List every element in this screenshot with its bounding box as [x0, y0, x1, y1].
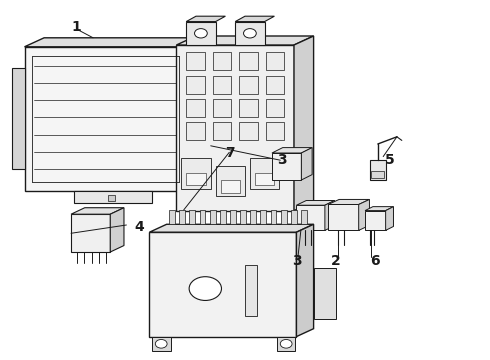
Bar — [210, 210, 216, 224]
Polygon shape — [110, 208, 124, 252]
Bar — [108, 195, 115, 201]
Bar — [291, 210, 297, 224]
Polygon shape — [325, 201, 335, 230]
Circle shape — [189, 277, 221, 301]
Polygon shape — [314, 268, 336, 319]
Bar — [250, 158, 279, 189]
Bar — [230, 210, 236, 224]
Polygon shape — [365, 207, 393, 211]
Polygon shape — [359, 199, 369, 230]
Polygon shape — [176, 36, 314, 45]
Polygon shape — [235, 16, 274, 22]
Circle shape — [195, 29, 207, 38]
Circle shape — [244, 29, 256, 38]
Polygon shape — [186, 38, 206, 191]
Polygon shape — [301, 148, 312, 180]
Bar — [186, 76, 205, 94]
Bar — [189, 210, 195, 224]
Bar — [371, 171, 384, 178]
Bar — [213, 99, 231, 117]
Polygon shape — [12, 68, 24, 169]
Bar — [266, 122, 284, 140]
Polygon shape — [71, 214, 110, 252]
Bar — [186, 99, 205, 117]
Text: 2: 2 — [331, 254, 341, 268]
Polygon shape — [296, 201, 335, 205]
Bar — [301, 210, 307, 224]
Polygon shape — [328, 199, 369, 204]
Bar — [220, 180, 240, 193]
Polygon shape — [294, 36, 314, 211]
Bar — [245, 265, 257, 316]
Text: 6: 6 — [370, 254, 380, 268]
Bar — [260, 210, 266, 224]
Polygon shape — [24, 38, 206, 47]
Polygon shape — [328, 204, 359, 230]
Circle shape — [155, 339, 167, 348]
Text: 4: 4 — [135, 220, 145, 234]
Polygon shape — [272, 153, 301, 180]
Bar — [250, 210, 256, 224]
Text: 1: 1 — [71, 20, 81, 34]
Bar — [213, 122, 231, 140]
Bar — [270, 210, 276, 224]
Bar — [181, 158, 211, 189]
Bar — [266, 99, 284, 117]
Polygon shape — [149, 232, 296, 337]
Bar — [239, 122, 258, 140]
Bar — [240, 210, 246, 224]
Bar — [199, 210, 205, 224]
Text: 5: 5 — [385, 153, 394, 167]
Bar — [179, 210, 185, 224]
Bar — [266, 76, 284, 94]
Polygon shape — [296, 224, 314, 337]
Bar — [186, 122, 205, 140]
Polygon shape — [186, 16, 225, 22]
Polygon shape — [74, 191, 152, 203]
Bar — [216, 166, 245, 196]
Polygon shape — [386, 207, 393, 230]
Text: 3: 3 — [292, 254, 301, 268]
Polygon shape — [152, 337, 171, 351]
Polygon shape — [272, 148, 312, 153]
Polygon shape — [296, 205, 325, 230]
Bar — [186, 173, 206, 185]
Bar — [370, 160, 386, 180]
Polygon shape — [186, 22, 216, 45]
Polygon shape — [365, 211, 386, 230]
Polygon shape — [71, 208, 124, 214]
Bar — [213, 52, 231, 70]
Circle shape — [280, 339, 292, 348]
Bar — [255, 173, 274, 185]
Bar — [281, 210, 287, 224]
Bar — [266, 52, 284, 70]
Polygon shape — [149, 224, 314, 232]
Bar — [239, 99, 258, 117]
Text: 3: 3 — [277, 153, 287, 167]
Bar — [220, 210, 226, 224]
Text: 7: 7 — [225, 146, 235, 160]
Polygon shape — [277, 337, 295, 351]
Polygon shape — [235, 22, 265, 45]
Bar — [239, 52, 258, 70]
Polygon shape — [176, 45, 294, 211]
Polygon shape — [24, 47, 186, 191]
Bar — [239, 76, 258, 94]
Bar — [169, 210, 175, 224]
Bar — [213, 76, 231, 94]
Bar — [186, 52, 205, 70]
